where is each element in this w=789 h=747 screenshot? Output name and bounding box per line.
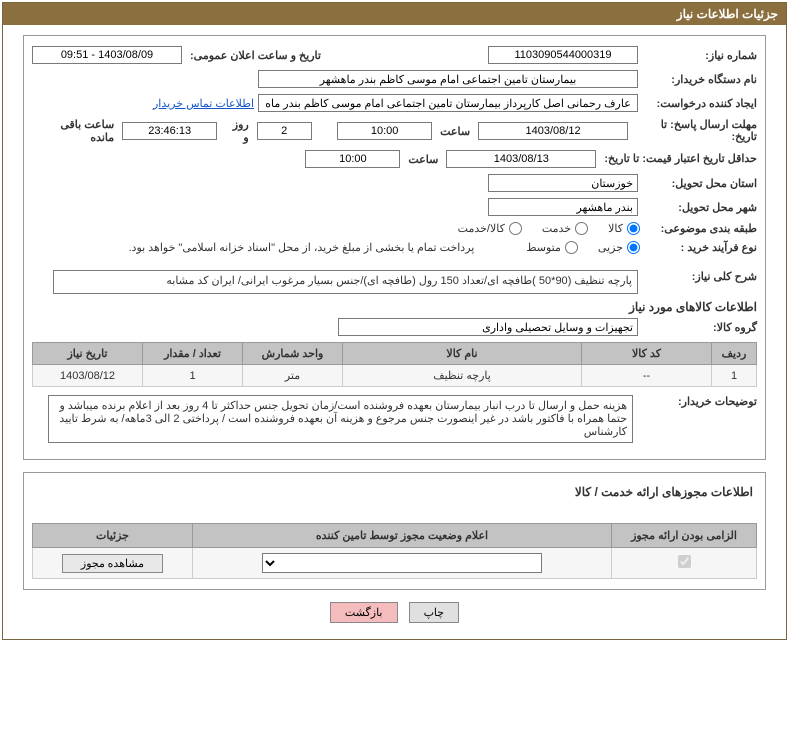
goods-col-header: نام کالا <box>343 343 582 365</box>
purchase-type-radio-medium[interactable] <box>565 241 578 254</box>
panel-header: جزئیات اطلاعات نیاز <box>3 3 786 25</box>
quote-validity-label: حداقل تاریخ اعتبار قیمت: تا تاریخ: <box>600 153 757 165</box>
cat-opt1: کالا <box>608 222 623 235</box>
button-row: چاپ بازگشت <box>23 602 766 623</box>
reply-deadline-label: مهلت ارسال پاسخ: تا تاریخ: <box>632 119 757 143</box>
goods-cell: متر <box>243 365 343 387</box>
category-radio-goods[interactable] <box>627 222 640 235</box>
cat-opt2: خدمت <box>542 222 571 235</box>
quote-date-input[interactable] <box>446 150 596 168</box>
buyer-notes-label: توضیحات خریدار: <box>642 395 757 408</box>
reply-date-input[interactable] <box>478 122 628 140</box>
group-label: گروه کالا: <box>642 321 757 334</box>
content-area: AriaTender.net شماره نیاز: تاریخ و ساعت … <box>3 25 786 639</box>
announce-label: تاریخ و ساعت اعلان عمومی: <box>186 49 325 62</box>
purchase-type-label: نوع فرآیند خرید : <box>642 241 757 254</box>
need-number-input[interactable] <box>488 46 638 64</box>
perm-details-cell: مشاهده مجوز <box>33 548 193 579</box>
perm-status-cell <box>193 548 612 579</box>
contact-link[interactable]: اطلاعات تماس خریدار <box>153 97 254 110</box>
buyer-notes-box: هزینه حمل و ارسال تا درب انبار بیمارستان… <box>48 395 633 443</box>
days-input[interactable] <box>257 122 312 140</box>
buyer-label: نام دستگاه خریدار: <box>642 73 757 86</box>
reply-hour-input[interactable] <box>337 122 432 140</box>
quote-hour-input[interactable] <box>305 150 400 168</box>
requester-label: ایجاد کننده درخواست: <box>642 97 757 110</box>
treasury-note: پرداخت تمام یا بخشی از مبلغ خرید، از محل… <box>129 241 475 254</box>
perm-mandatory-cell <box>612 548 757 579</box>
need-number-label: شماره نیاز: <box>642 49 757 62</box>
perm-table-row: مشاهده مجوز <box>33 548 757 579</box>
main-panel: جزئیات اطلاعات نیاز AriaTender.net شماره… <box>2 2 787 640</box>
goods-col-header: کد کالا <box>582 343 712 365</box>
goods-cell: -- <box>582 365 712 387</box>
cat-opt3: کالا/خدمت <box>458 222 505 235</box>
city-input[interactable] <box>488 198 638 216</box>
desc-label: شرح کلی نیاز: <box>642 270 757 283</box>
goods-col-header: تاریخ نیاز <box>33 343 143 365</box>
perm-status-dropdown[interactable] <box>262 553 542 573</box>
perm-col-header: اعلام وضعیت مجوز توسط تامین کننده <box>193 524 612 548</box>
category-radio-service[interactable] <box>575 222 588 235</box>
perm-table: الزامی بودن ارائه مجوزاعلام وضعیت مجوز ت… <box>32 523 757 579</box>
hour-label-2: ساعت <box>404 153 442 166</box>
goods-cell: 1403/08/12 <box>33 365 143 387</box>
print-button[interactable]: چاپ <box>409 602 460 623</box>
perm-col-header: الزامی بودن ارائه مجوز <box>612 524 757 548</box>
category-radio-both[interactable] <box>509 222 522 235</box>
pt-opt1: جزیی <box>598 241 623 254</box>
goods-col-header: ردیف <box>712 343 757 365</box>
view-permit-button[interactable]: مشاهده مجوز <box>62 554 163 573</box>
requester-input[interactable] <box>258 94 638 112</box>
goods-table: ردیفکد کالانام کالاواحد شمارشتعداد / مقد… <box>32 342 757 387</box>
remain-label: ساعت باقی مانده <box>32 118 118 144</box>
perm-col-header: جزئیات <box>33 524 193 548</box>
permissions-section: اطلاعات مجوزهای ارائه خدمت / کالا الزامی… <box>23 472 766 590</box>
goods-col-header: تعداد / مقدار <box>143 343 243 365</box>
need-info-section: شماره نیاز: تاریخ و ساعت اعلان عمومی: نا… <box>23 35 766 460</box>
goods-cell: پارچه تنظیف <box>343 365 582 387</box>
desc-box: پارچه تنظیف (90*50 )طافچه ای/تعداد 150 ر… <box>53 270 638 294</box>
province-input[interactable] <box>488 174 638 192</box>
city-label: شهر محل تحویل: <box>642 201 757 214</box>
buyer-input[interactable] <box>258 70 638 88</box>
goods-table-row: 1--پارچه تنظیفمتر11403/08/12 <box>33 365 757 387</box>
purchase-type-radio-minor[interactable] <box>627 241 640 254</box>
category-label: طبقه بندی موضوعی: <box>642 222 757 235</box>
goods-section-title: اطلاعات کالاهای مورد نیاز <box>32 300 757 314</box>
pt-opt2: متوسط <box>526 241 561 254</box>
perm-section-title: اطلاعات مجوزهای ارائه خدمت / کالا <box>32 485 753 499</box>
days-label: روز و <box>221 118 253 144</box>
announce-input[interactable] <box>32 46 182 64</box>
hour-label-1: ساعت <box>436 125 474 138</box>
goods-cell: 1 <box>143 365 243 387</box>
province-label: استان محل تحویل: <box>642 177 757 190</box>
back-button[interactable]: بازگشت <box>330 602 398 623</box>
goods-col-header: واحد شمارش <box>243 343 343 365</box>
goods-cell: 1 <box>712 365 757 387</box>
group-input[interactable] <box>338 318 638 336</box>
perm-mandatory-checkbox <box>678 555 691 568</box>
remain-time-input[interactable] <box>122 122 217 140</box>
